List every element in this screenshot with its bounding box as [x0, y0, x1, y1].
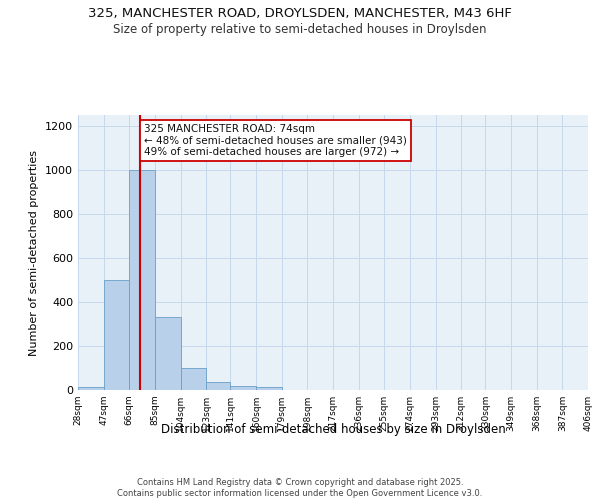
Bar	[256, 388, 282, 390]
Bar	[78, 386, 104, 390]
Bar	[155, 318, 181, 390]
Text: 325 MANCHESTER ROAD: 74sqm
← 48% of semi-detached houses are smaller (943)
49% o: 325 MANCHESTER ROAD: 74sqm ← 48% of semi…	[144, 124, 407, 157]
Text: 325, MANCHESTER ROAD, DROYLSDEN, MANCHESTER, M43 6HF: 325, MANCHESTER ROAD, DROYLSDEN, MANCHES…	[88, 8, 512, 20]
Bar	[129, 170, 155, 390]
Bar	[230, 386, 256, 390]
Y-axis label: Number of semi-detached properties: Number of semi-detached properties	[29, 150, 40, 356]
Text: Distribution of semi-detached houses by size in Droylsden: Distribution of semi-detached houses by …	[161, 422, 505, 436]
Bar	[181, 368, 206, 390]
Text: Contains HM Land Registry data © Crown copyright and database right 2025.
Contai: Contains HM Land Registry data © Crown c…	[118, 478, 482, 498]
Bar	[206, 382, 230, 390]
Bar	[104, 280, 129, 390]
Text: Size of property relative to semi-detached houses in Droylsden: Size of property relative to semi-detach…	[113, 22, 487, 36]
